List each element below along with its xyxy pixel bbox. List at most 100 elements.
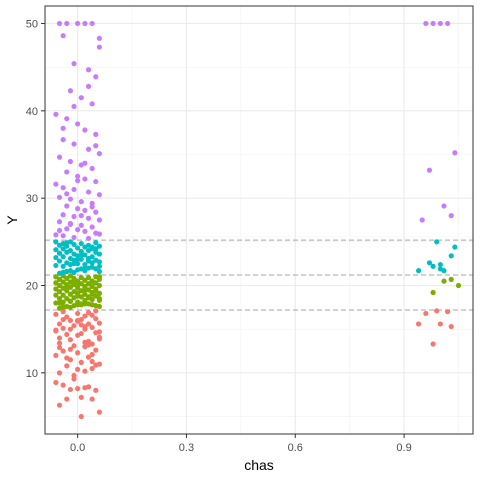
data-point bbox=[423, 20, 429, 27]
y-axis-title: Y bbox=[4, 215, 20, 225]
data-point bbox=[82, 228, 88, 234]
data-point bbox=[455, 282, 462, 289]
data-point bbox=[60, 279, 66, 285]
data-point bbox=[448, 253, 454, 259]
data-point bbox=[93, 308, 99, 314]
data-point bbox=[75, 20, 81, 27]
data-point bbox=[82, 207, 88, 213]
data-point bbox=[430, 341, 436, 347]
data-point bbox=[56, 20, 63, 27]
data-point bbox=[78, 222, 84, 228]
data-point bbox=[93, 362, 99, 368]
data-point bbox=[53, 239, 59, 245]
data-point bbox=[64, 355, 70, 361]
data-point bbox=[71, 323, 77, 329]
data-point bbox=[93, 240, 99, 246]
data-point bbox=[415, 321, 422, 327]
data-point bbox=[64, 169, 70, 175]
data-point bbox=[89, 283, 95, 289]
data-point bbox=[56, 370, 63, 376]
data-point bbox=[89, 101, 95, 107]
plot-panel-border bbox=[44, 5, 474, 435]
data-point bbox=[64, 331, 70, 338]
data-point bbox=[82, 368, 88, 374]
data-point bbox=[67, 247, 73, 254]
reference-lines bbox=[45, 239, 473, 311]
data-point bbox=[89, 254, 95, 260]
data-point bbox=[71, 141, 77, 147]
data-point bbox=[93, 387, 99, 393]
data-point bbox=[64, 296, 70, 302]
data-point bbox=[56, 258, 63, 264]
data-point bbox=[85, 354, 92, 360]
data-point bbox=[75, 245, 81, 251]
data-point bbox=[75, 256, 81, 262]
data-point bbox=[448, 213, 454, 219]
data-point bbox=[64, 203, 70, 209]
data-point bbox=[82, 313, 88, 319]
data-point bbox=[89, 358, 95, 365]
data-point bbox=[53, 300, 59, 306]
data-point bbox=[75, 293, 81, 299]
x-axis-ticks: 0.0 0.3 0.6 0.9 bbox=[70, 434, 412, 454]
data-point bbox=[53, 111, 59, 117]
data-point bbox=[60, 212, 66, 218]
data-point bbox=[89, 20, 95, 27]
data-point bbox=[75, 385, 81, 392]
data-point bbox=[78, 275, 84, 281]
y-tick-label: 40 bbox=[26, 106, 38, 118]
data-point bbox=[85, 258, 92, 264]
y-tick-label: 10 bbox=[26, 368, 38, 380]
data-point bbox=[96, 44, 103, 50]
data-point bbox=[53, 280, 59, 286]
y-tick-label: 20 bbox=[26, 281, 38, 293]
data-point bbox=[82, 291, 88, 297]
data-point bbox=[93, 246, 99, 252]
data-point bbox=[78, 213, 84, 219]
data-point bbox=[67, 221, 73, 227]
data-point bbox=[82, 297, 88, 303]
data-point bbox=[437, 261, 443, 268]
data-point bbox=[93, 288, 99, 294]
data-point bbox=[67, 298, 73, 304]
data-point bbox=[53, 292, 59, 298]
data-point bbox=[96, 151, 103, 157]
data-point bbox=[415, 268, 422, 274]
data-point bbox=[56, 276, 63, 282]
data-point bbox=[430, 289, 436, 296]
data-point bbox=[82, 265, 88, 271]
data-point bbox=[430, 263, 436, 269]
data-point bbox=[56, 402, 63, 408]
data-point bbox=[60, 137, 66, 143]
data-point bbox=[75, 227, 81, 233]
data-point bbox=[419, 217, 425, 223]
x-tick-label: 0.6 bbox=[288, 442, 303, 454]
data-point bbox=[82, 176, 88, 182]
data-point bbox=[89, 278, 95, 284]
data-point bbox=[75, 173, 81, 179]
data-point bbox=[82, 160, 88, 166]
data-point bbox=[85, 384, 92, 390]
data-point bbox=[67, 386, 73, 393]
data-point bbox=[89, 291, 95, 297]
data-point bbox=[64, 116, 70, 122]
data-point bbox=[56, 219, 63, 225]
data-point bbox=[53, 286, 59, 292]
data-point bbox=[96, 231, 103, 237]
data-point bbox=[53, 352, 59, 358]
data-point bbox=[75, 282, 81, 289]
data-point bbox=[85, 321, 92, 327]
data-point bbox=[452, 150, 458, 156]
y-tick-label: 50 bbox=[26, 18, 38, 30]
data-point bbox=[85, 83, 92, 89]
data-point bbox=[96, 263, 103, 269]
data-point bbox=[71, 234, 77, 241]
data-point bbox=[67, 88, 73, 94]
data-point bbox=[71, 289, 77, 295]
data-point bbox=[53, 181, 59, 187]
x-tick-label: 0.3 bbox=[179, 442, 194, 454]
data-point bbox=[85, 342, 92, 348]
data-point bbox=[60, 185, 66, 191]
data-point bbox=[53, 262, 59, 269]
